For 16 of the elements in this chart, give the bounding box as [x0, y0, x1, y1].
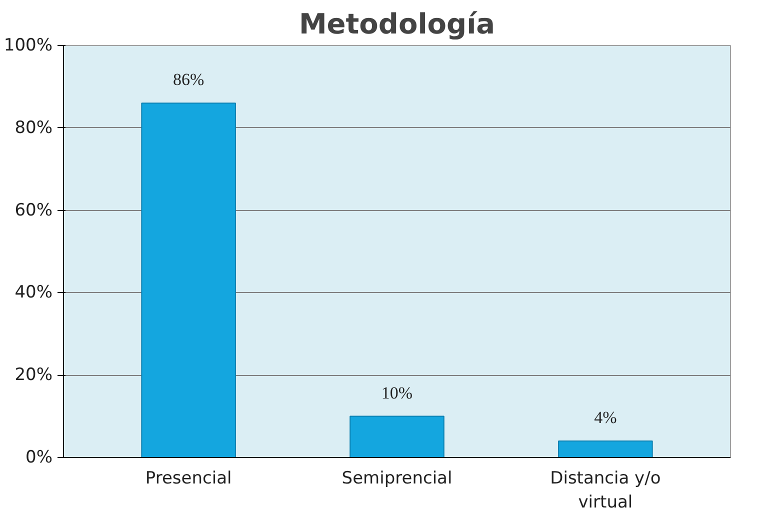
y-tick-label: 100%: [4, 36, 53, 56]
x-tick-label: Distancia y/o virtual: [550, 468, 661, 512]
bar: [558, 440, 653, 458]
chart-title: Metodología: [298, 8, 496, 40]
x-tick-label: Presencial: [145, 468, 232, 488]
data-label: 10%: [381, 383, 413, 402]
bar: [141, 102, 236, 458]
y-tick-label: 0%: [26, 448, 53, 468]
y-tick-label: 60%: [14, 200, 53, 220]
data-label: 4%: [594, 408, 617, 428]
y-tick-label: 40%: [14, 282, 53, 303]
y-tick-label: 80%: [14, 118, 53, 138]
data-label: 86%: [172, 70, 204, 90]
y-tick-label: 20%: [14, 365, 53, 386]
x-tick-label: Semiprencial: [342, 468, 452, 488]
bar: [350, 416, 444, 458]
